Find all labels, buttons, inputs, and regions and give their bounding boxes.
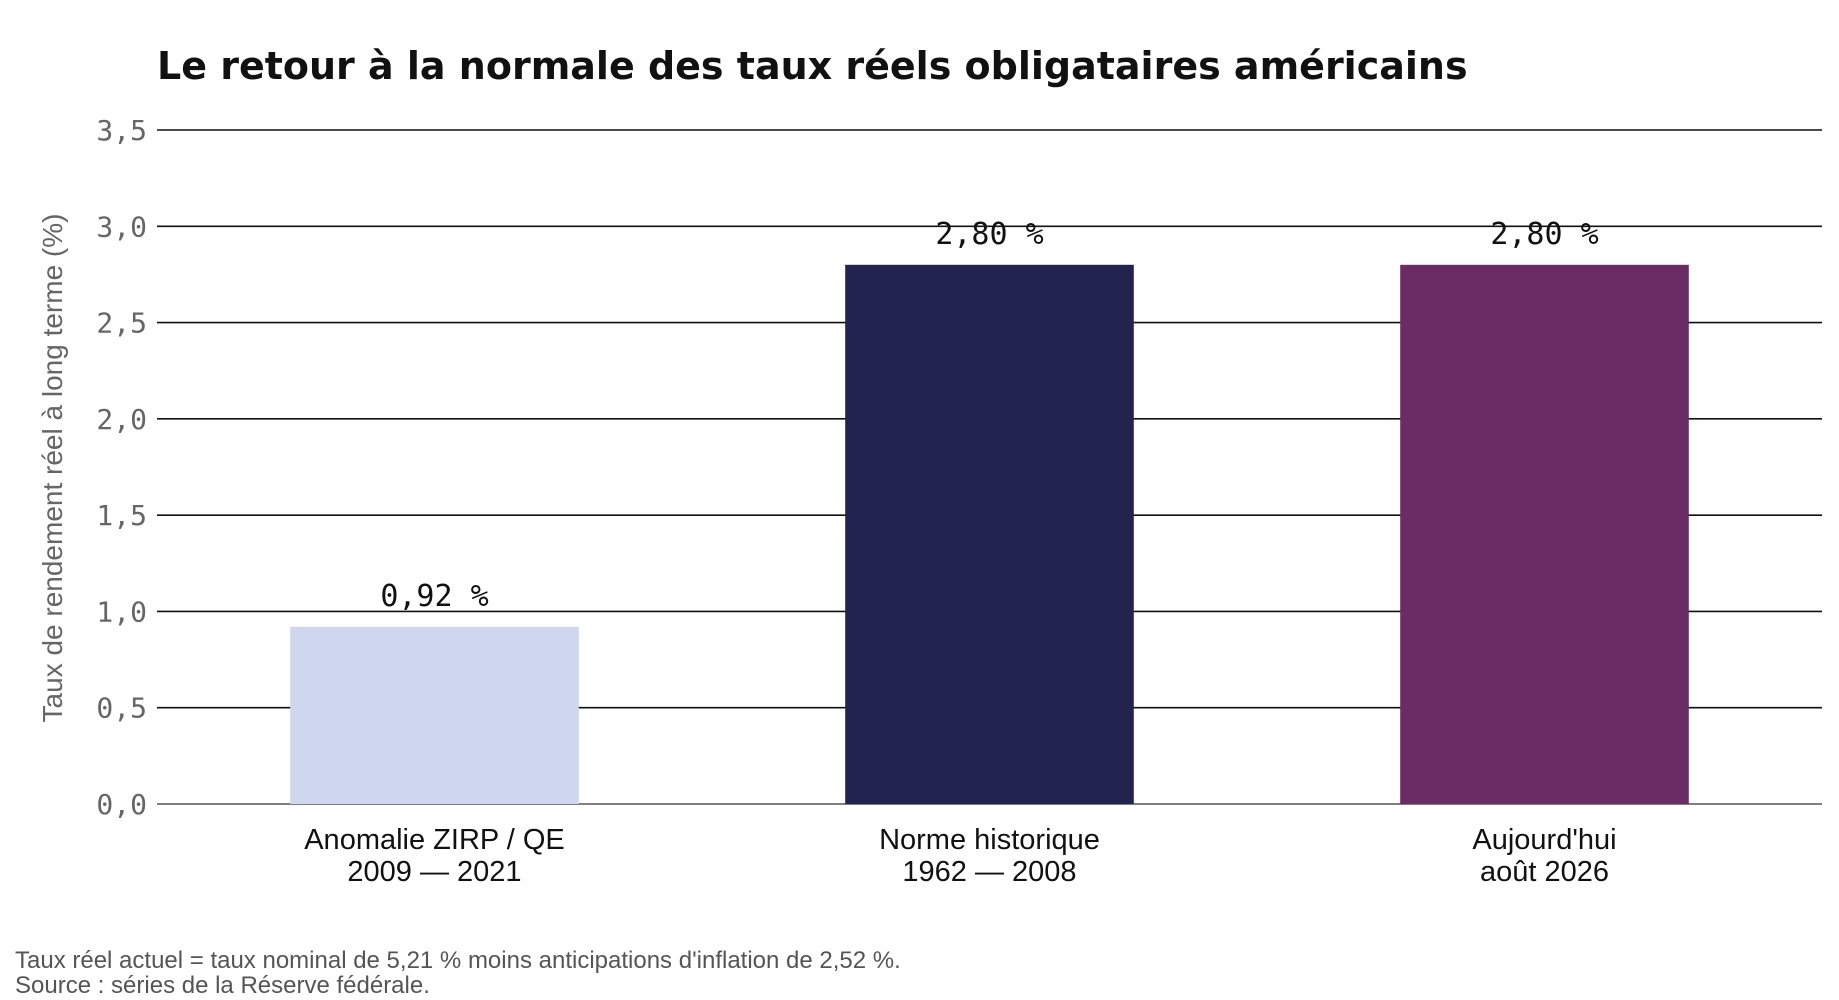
category-label: Anomalie ZIRP / QE [304, 824, 565, 856]
y-tick-label: 0,5 [96, 692, 147, 725]
y-tick-label: 1,5 [96, 499, 147, 532]
category-label: Aujourd'hui [1472, 824, 1616, 856]
bar-value-label: 0,92 % [380, 579, 488, 614]
bar [845, 264, 1134, 804]
chart-title: Le retour à la normale des taux réels ob… [157, 44, 1468, 88]
y-tick-label: 2,5 [96, 307, 147, 340]
bar-value-label: 2,80 % [935, 217, 1043, 252]
bar [290, 626, 579, 804]
bar [1400, 264, 1689, 804]
category-label: Norme historique [879, 824, 1100, 856]
category-period-label: 2009 — 2021 [347, 856, 521, 888]
footnote-source: Source : séries de la Réserve fédérale. [15, 972, 430, 999]
y-tick-label: 3,5 [96, 114, 147, 147]
category-period-label: 1962 — 2008 [902, 856, 1076, 888]
y-tick-label: 2,0 [96, 403, 147, 436]
bar-value-label: 2,80 % [1490, 217, 1598, 252]
y-tick-label: 1,0 [96, 595, 147, 628]
y-axis-label: Taux de rendement réel à long terme (%) [37, 214, 68, 723]
footnote-note: Taux réel actuel = taux nominal de 5,21 … [15, 947, 901, 974]
category-period-label: août 2026 [1480, 856, 1609, 888]
y-tick-label: 3,0 [96, 210, 147, 243]
y-tick-label: 0,0 [96, 788, 147, 821]
